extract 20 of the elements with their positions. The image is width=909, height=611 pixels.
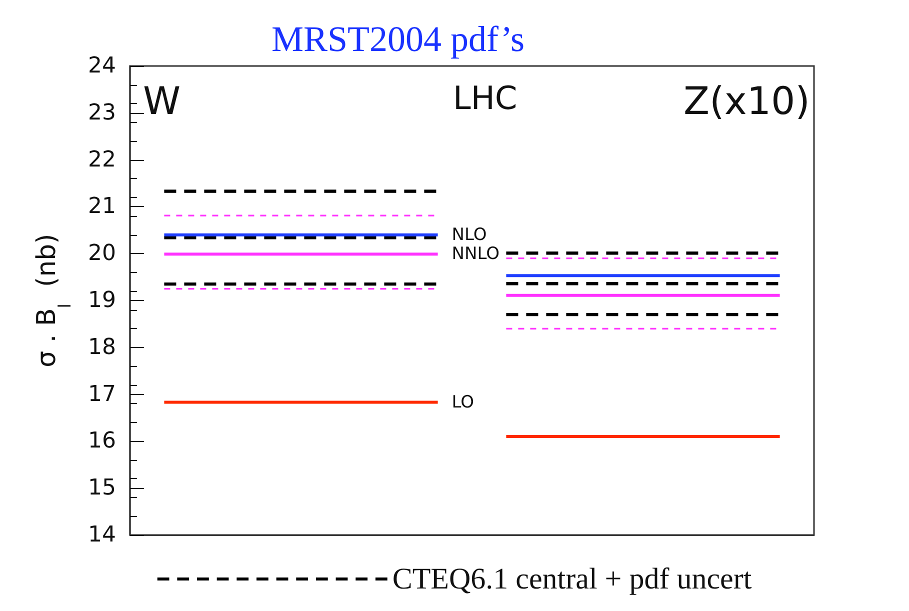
series-label: NLO	[452, 224, 487, 245]
y-tick-label: 17	[88, 382, 116, 407]
y-tick-label: 23	[88, 100, 116, 126]
y-tick-label: 16	[88, 428, 116, 454]
y-tick-label: 24	[88, 54, 116, 78]
y-tick-label: 22	[88, 147, 116, 172]
annotation: W	[143, 79, 181, 123]
y-tick-label: 14	[88, 522, 116, 548]
annotation: LHC	[453, 79, 518, 117]
y-tick-label: 18	[88, 334, 116, 360]
series-label: LO	[452, 392, 474, 412]
chart-title: MRST2004 pdf’s	[271, 19, 525, 59]
y-axis-title: σ . Bl (nb)	[32, 234, 76, 368]
y-tick-label: 20	[88, 241, 116, 266]
annotation: Z(x10)	[683, 79, 810, 123]
y-tick-label: 21	[88, 194, 116, 220]
series-label: NNLO	[452, 244, 500, 264]
y-tick-label: 15	[88, 476, 116, 501]
legend-label: CTEQ6.1 central + pdf uncert	[392, 562, 752, 596]
y-tick-label: 19	[88, 288, 116, 313]
